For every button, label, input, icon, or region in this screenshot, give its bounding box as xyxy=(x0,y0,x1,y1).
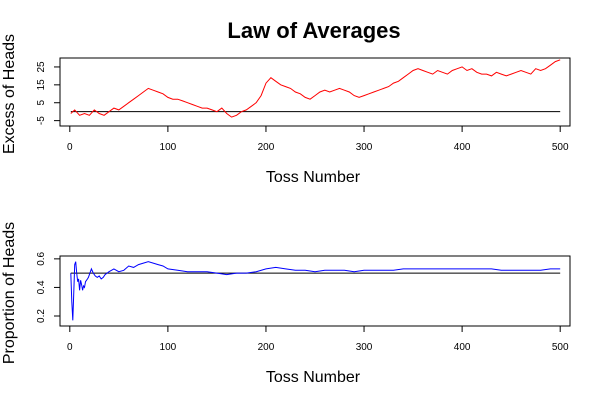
proportion-x-tick-label: 300 xyxy=(356,342,373,353)
excess-y-tick-label: -5 xyxy=(36,116,47,125)
proportion-series-line xyxy=(70,261,561,321)
excess-x-tick-label: 400 xyxy=(454,142,471,153)
chart-title: Law of Averages xyxy=(227,18,400,43)
proportion-x-axis-label: Toss Number xyxy=(266,369,361,386)
excess-y-tick-label: 5 xyxy=(36,100,47,106)
excess-y-tick-label: 25 xyxy=(36,61,47,73)
proportion-x-tick-label: 200 xyxy=(258,342,275,353)
proportion-x-tick-label: 0 xyxy=(67,342,73,353)
excess-x-tick-label: 100 xyxy=(160,142,177,153)
excess-y-axis-label: Excess of Heads xyxy=(1,34,18,154)
excess-x-tick-label: 500 xyxy=(552,142,569,153)
excess-plot-frame xyxy=(59,57,571,127)
excess-series-line xyxy=(70,59,561,118)
proportion-y-tick-label: 0.4 xyxy=(36,280,47,294)
proportion-y-tick-label: 0.6 xyxy=(36,251,47,265)
proportion-x-tick-label: 100 xyxy=(160,342,177,353)
excess-y-tick-label: 15 xyxy=(36,79,47,91)
excess-x-tick-label: 200 xyxy=(258,142,275,153)
proportion-y-tick-label: 0.2 xyxy=(36,309,47,323)
proportion-x-tick-label: 400 xyxy=(454,342,471,353)
excess-x-tick-label: 0 xyxy=(67,142,73,153)
proportion-plot-frame xyxy=(59,255,571,327)
proportion-y-axis-label: Proportion of Heads xyxy=(1,222,18,364)
excess-x-tick-label: 300 xyxy=(356,142,373,153)
proportion-x-tick-label: 500 xyxy=(552,342,569,353)
excess-x-axis-label: Toss Number xyxy=(266,169,361,186)
